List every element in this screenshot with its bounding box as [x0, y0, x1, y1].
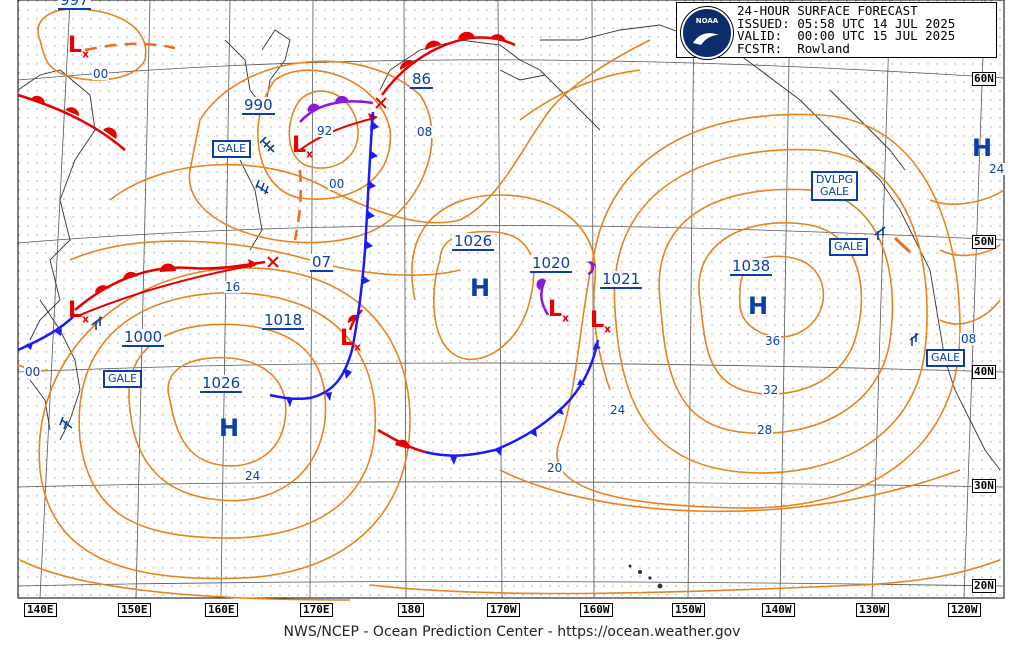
- low-center-top-left: Lx: [68, 33, 89, 60]
- low-center-1020: Lx: [548, 297, 569, 324]
- lat-label-40n: 40N: [972, 365, 996, 379]
- low-center-1000: Lx: [68, 298, 89, 325]
- gale-warning: GALE: [103, 370, 142, 388]
- lat-label-30n: 30N: [972, 479, 996, 493]
- lon-label-150w: 150W: [672, 603, 705, 617]
- gale-warning: GALE: [829, 238, 868, 256]
- pressure-1000: 1000: [122, 329, 164, 347]
- isobar-label: 08: [416, 126, 433, 138]
- footer-credit: NWS/NCEP - Ocean Prediction Center - htt…: [0, 624, 1024, 640]
- lon-label-170e: 170E: [300, 603, 333, 617]
- lat-label-60n: 60N: [972, 72, 996, 86]
- lon-label-130w: 130W: [856, 603, 889, 617]
- isobar-label: 00: [328, 178, 345, 190]
- forecaster-line: FCSTR: Rowland: [737, 41, 850, 56]
- isobar-label: 00: [24, 366, 41, 378]
- pressure-1021: 1021: [600, 271, 642, 289]
- lon-label-150e: 150E: [118, 603, 151, 617]
- isobar-label: 16: [224, 281, 241, 293]
- high-center-east-edge: H: [972, 134, 992, 162]
- lon-label-170w: 170W: [487, 603, 520, 617]
- pressure-1018: 1018: [262, 312, 304, 330]
- map-background: [18, 0, 1004, 598]
- lon-label-180: 180: [398, 603, 424, 617]
- pressure-top-left: 997: [58, 0, 91, 10]
- developing-gale-warning: DVLPG GALE: [811, 171, 858, 201]
- bird-icon: [691, 29, 721, 47]
- low-center-1021: Lx: [590, 308, 611, 335]
- lon-label-140e: 140E: [24, 603, 57, 617]
- gale-warning: GALE: [212, 140, 251, 158]
- isobar-label: 08: [960, 333, 977, 345]
- high-center-central: H: [470, 274, 490, 302]
- isobar-label: 24: [988, 163, 1005, 175]
- isobar-label: 24: [609, 404, 626, 416]
- lon-label-140w: 140W: [762, 603, 795, 617]
- pressure-1026-west: 1026: [200, 375, 242, 393]
- high-center-1038: H: [748, 292, 768, 320]
- pressure-1020: 1020: [530, 255, 572, 273]
- isobar-label: 36: [764, 335, 781, 347]
- pressure-1038: 1038: [730, 258, 772, 276]
- high-center-west: H: [219, 414, 239, 442]
- isobar-label: 92: [316, 125, 333, 137]
- lat-label-50n: 50N: [972, 235, 996, 249]
- isobar-label: 32: [762, 384, 779, 396]
- forecast-info-box: NOAA 24-HOUR SURFACE FORECAST ISSUED: 05…: [676, 2, 997, 58]
- isobar-label: 00: [92, 68, 109, 80]
- low-center-990: Lx: [292, 133, 313, 160]
- gale-warning: GALE: [926, 349, 965, 367]
- noaa-logo: NOAA: [681, 7, 733, 59]
- pressure-1026-central: 1026: [452, 233, 494, 251]
- pressure-990: 990: [242, 97, 275, 115]
- isobar-label: 24: [244, 470, 261, 482]
- lon-label-160e: 160E: [205, 603, 238, 617]
- isobar-label: 28: [756, 424, 773, 436]
- lon-label-120w: 120W: [948, 603, 981, 617]
- pressure-07: 07: [310, 254, 333, 272]
- isobar-label: 20: [546, 462, 563, 474]
- lon-label-160w: 160W: [580, 603, 613, 617]
- pressure-86: 86: [410, 71, 433, 89]
- low-center-1018: Lx: [340, 326, 361, 353]
- lat-label-20n: 20N: [972, 579, 996, 593]
